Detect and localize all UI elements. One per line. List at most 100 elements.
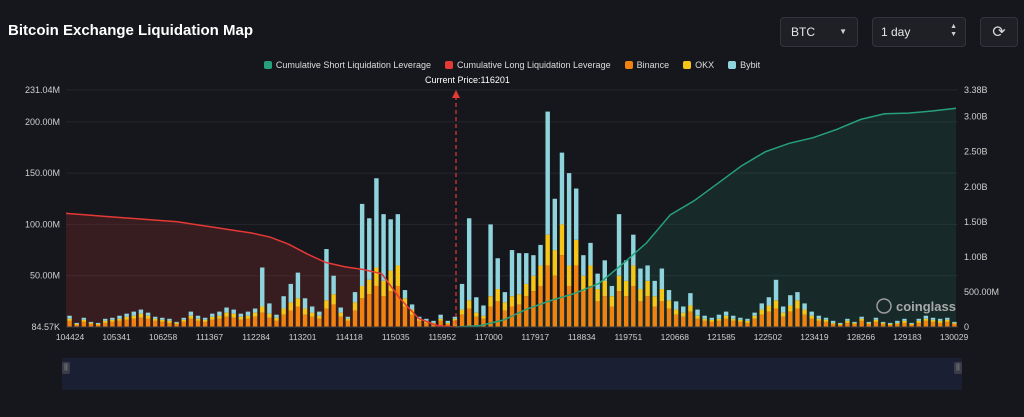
bar-bybit bbox=[873, 317, 879, 320]
bar-okx bbox=[509, 296, 515, 307]
legend-item-okx[interactable]: OKX bbox=[683, 60, 714, 70]
bar-bybit bbox=[524, 253, 529, 284]
bar-bybit bbox=[688, 293, 693, 306]
bar-okx bbox=[188, 315, 194, 319]
bar-okx bbox=[516, 294, 522, 305]
bar-okx bbox=[438, 318, 443, 321]
bar-bybit bbox=[802, 303, 807, 310]
bar-bybit bbox=[309, 306, 315, 313]
bar-okx bbox=[502, 302, 508, 311]
bar-okx bbox=[466, 300, 472, 309]
bar-bybit bbox=[338, 307, 343, 313]
bar-bybit bbox=[631, 234, 636, 266]
bar-bybit bbox=[424, 318, 429, 321]
y-left-tick-label: 200.00M bbox=[25, 117, 60, 127]
coin-select-value: BTC bbox=[791, 25, 815, 39]
bar-okx bbox=[445, 322, 450, 324]
bar-bybit bbox=[210, 313, 215, 317]
bar-bybit bbox=[395, 214, 401, 266]
bar-bybit bbox=[481, 305, 486, 316]
coinglass-logo-icon bbox=[876, 298, 892, 314]
left-axis: 231.04M 200.00M 150.00M 100.00M 50.00M 84.57K bbox=[25, 85, 60, 332]
bar-binance bbox=[902, 322, 907, 327]
bar-bybit bbox=[459, 283, 465, 310]
x-tick-label: 111367 bbox=[196, 332, 223, 342]
bar-okx bbox=[331, 294, 336, 305]
bar-bybit bbox=[267, 303, 272, 314]
bar-okx bbox=[887, 323, 893, 325]
zoom-handle-right[interactable]: || bbox=[954, 362, 962, 374]
legend-item-bybit[interactable]: Bybit bbox=[728, 60, 760, 70]
y-right-tick-label: 1.00B bbox=[964, 252, 988, 262]
bar-binance bbox=[688, 311, 693, 327]
zoom-handle-left[interactable]: || bbox=[62, 362, 70, 374]
bar-bybit bbox=[131, 311, 137, 316]
legend-item-short[interactable]: Cumulative Short Liquidation Leverage bbox=[263, 60, 431, 70]
bar-bybit bbox=[909, 322, 914, 324]
x-tick-label: 104424 bbox=[56, 332, 85, 342]
y-left-tick-label: 84.57K bbox=[31, 322, 60, 332]
x-tick-label: 118834 bbox=[568, 332, 596, 342]
bar-binance bbox=[388, 291, 393, 327]
bar-bybit bbox=[445, 320, 450, 323]
bar-okx bbox=[709, 319, 715, 322]
bar-binance bbox=[937, 322, 943, 327]
bar-bybit bbox=[709, 317, 715, 320]
cumulative-lines bbox=[65, 107, 957, 328]
bar-binance bbox=[81, 321, 87, 327]
bar-binance bbox=[438, 320, 443, 327]
bar-bybit bbox=[381, 214, 386, 281]
x-tick-label: 105341 bbox=[102, 332, 131, 342]
bar-okx bbox=[595, 289, 600, 302]
bar-binance bbox=[217, 318, 222, 327]
bar-bybit bbox=[745, 318, 750, 321]
bar-okx bbox=[852, 322, 857, 324]
bar-okx bbox=[374, 267, 379, 286]
bar-binance bbox=[374, 285, 379, 327]
bar-okx bbox=[688, 305, 693, 312]
range-select[interactable]: 1 day ▲ ▼ bbox=[872, 17, 966, 47]
bar-bybit bbox=[367, 218, 372, 280]
refresh-button[interactable]: ⟳ bbox=[980, 17, 1018, 47]
bar-bybit bbox=[952, 321, 957, 323]
bar-binance bbox=[945, 321, 950, 327]
bar-binance bbox=[274, 320, 279, 327]
bar-binance bbox=[923, 320, 929, 327]
bar-bybit bbox=[431, 320, 436, 323]
legend-item-long[interactable]: Cumulative Long Liquidation Leverage bbox=[444, 60, 611, 70]
bar-bybit bbox=[595, 273, 600, 290]
bar-okx bbox=[616, 275, 622, 292]
bar-okx bbox=[381, 280, 386, 297]
bar-binance bbox=[952, 323, 957, 327]
bar-binance bbox=[916, 322, 921, 327]
x-tick-label: 123419 bbox=[800, 332, 829, 342]
legend-item-binance[interactable]: Binance bbox=[624, 60, 669, 70]
range-select-value: 1 day bbox=[881, 25, 911, 39]
bar-bybit bbox=[780, 306, 786, 313]
bar-okx bbox=[588, 265, 593, 286]
coin-select[interactable]: BTC ▼ bbox=[780, 17, 858, 47]
bar-bybit bbox=[181, 317, 186, 320]
bar-binance bbox=[295, 306, 301, 327]
bar-okx bbox=[152, 318, 158, 321]
bar-binance bbox=[816, 320, 822, 327]
bar-bybit bbox=[174, 321, 179, 323]
zoom-slider[interactable] bbox=[62, 358, 962, 390]
bar-binance bbox=[516, 304, 522, 327]
bar-okx bbox=[281, 308, 286, 315]
bar-bybit bbox=[417, 316, 422, 319]
bar-bybit bbox=[902, 318, 907, 321]
bar-binance bbox=[531, 291, 536, 327]
bar-bybit bbox=[945, 317, 950, 320]
x-tick-label: 117917 bbox=[521, 332, 549, 342]
bar-binance bbox=[880, 323, 886, 327]
bar-bybit bbox=[124, 313, 129, 317]
bar-bybit bbox=[217, 311, 222, 316]
y-left-tick-label: 50.00M bbox=[30, 271, 60, 281]
bar-bybit bbox=[823, 317, 829, 320]
bar-binance bbox=[424, 322, 429, 327]
bar-binance bbox=[830, 323, 836, 327]
bar-okx bbox=[459, 309, 465, 315]
bar-okx bbox=[566, 265, 572, 286]
x-tick-label: 120668 bbox=[661, 332, 690, 342]
